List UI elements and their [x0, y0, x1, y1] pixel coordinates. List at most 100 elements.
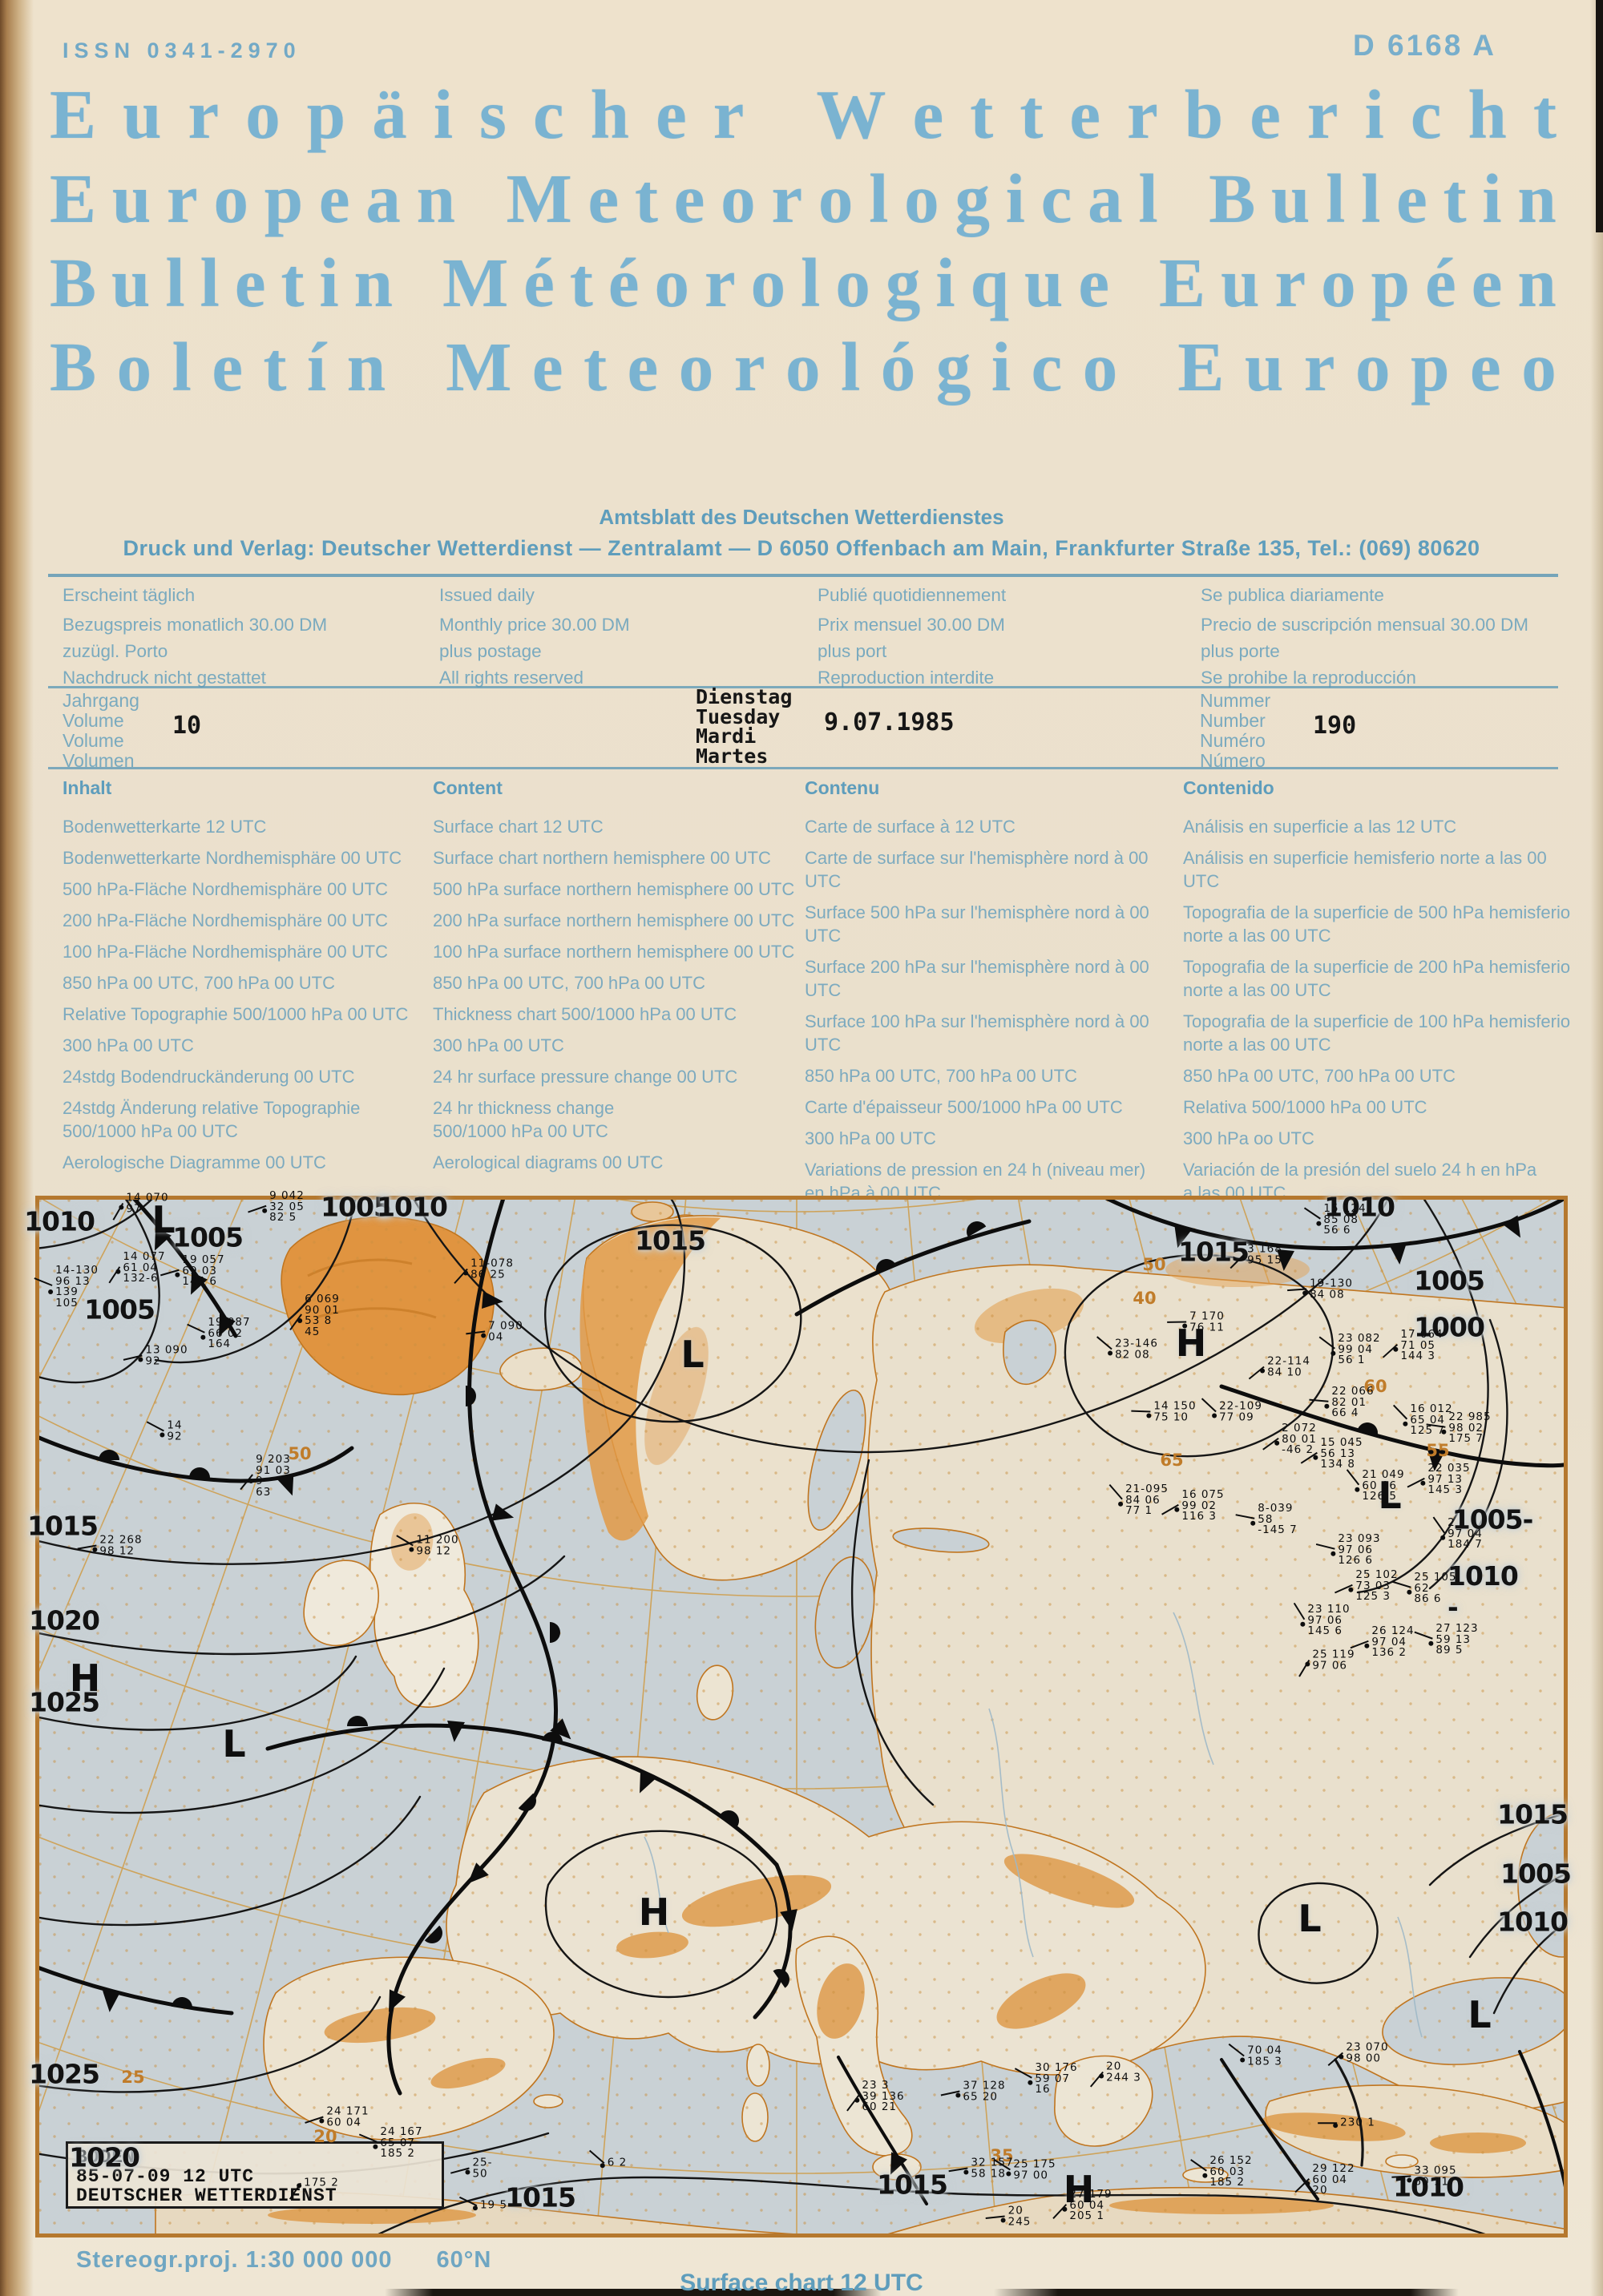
station-plot: 9 042 32 05 82 5 [248, 1190, 305, 1224]
station-plot: 32 157 58 18 [948, 2157, 1013, 2180]
wind-barb-icon [112, 1203, 124, 1221]
low-center-label: L [1378, 1474, 1402, 1517]
wind-barb-icon [146, 1421, 164, 1432]
wind-barb-icon [1298, 1660, 1310, 1677]
projection-text: Stereogr.proj. 1:30 000 000 [76, 2247, 393, 2273]
isobars [35, 1196, 1568, 2237]
station-dot-icon [1302, 1290, 1308, 1296]
station-plot: 29 122 60 04 20 [1294, 2163, 1355, 2197]
station-dot-icon [1182, 1323, 1188, 1329]
chart-id-box: BODEN 85-07-09 12 UTC DEUTSCHER WETTERDIEN… [66, 2141, 444, 2209]
contents-item: Topografia de la superficie de 100 hPa h… [1183, 1011, 1571, 1055]
isobar-label: 1005 [172, 1221, 244, 1253]
station-dot-icon [1006, 2171, 1011, 2177]
isobar-label: 1020 [69, 2141, 140, 2173]
contents-item: Thickness chart 500/1000 hPa 00 UTC [433, 1004, 737, 1024]
contents-item: Topografia de la superficie de 200 hPa h… [1183, 957, 1571, 1000]
station-dot-icon [1099, 2073, 1104, 2079]
station-plot: 23 082 99 04 56 1 [1318, 1333, 1380, 1366]
station-dot-icon [463, 1270, 469, 1276]
station-dot-icon [1240, 1256, 1246, 1261]
station-plot: 15 045 56 13 134 8 [1300, 1437, 1363, 1471]
graticule-label: 60 [1363, 1377, 1387, 1396]
number-labels: Nummer Number Numéro Número [1200, 691, 1270, 771]
station-dot-icon [200, 1335, 206, 1341]
station-dot-icon [1146, 1413, 1152, 1418]
station-plot: 27 123 59 13 89 5 [1414, 1623, 1478, 1656]
station-plot: 14 92 [146, 1420, 182, 1443]
station-dot-icon [465, 2169, 470, 2175]
wind-barb-icon [1235, 1514, 1255, 1519]
wind-barb-icon [1346, 1469, 1360, 1486]
wind-barb-icon [1201, 1398, 1217, 1413]
wind-barb-icon [458, 2196, 478, 2207]
station-dot-icon [1403, 1422, 1408, 1427]
info-line: Prix mensuel 30.00 DM [818, 615, 1005, 635]
contents-item: 850 hPa 00 UTC, 700 hPa 00 UTC [63, 973, 335, 993]
contents-item: 850 hPa 00 UTC, 700 hPa 00 UTC [805, 1066, 1077, 1086]
station-plot: 33 095 60 11 [1391, 2165, 1456, 2188]
contents-item: Surface 500 hPa sur l'hemisphère nord à … [805, 902, 1149, 946]
contents-column-header: Contenido [1183, 777, 1274, 798]
wind-barb-icon [34, 1277, 53, 1287]
wind-barb-icon [1089, 2071, 1104, 2088]
text-line: BODEN [76, 2147, 136, 2168]
station-plot: 22-109 77 09 [1201, 1398, 1262, 1423]
high-center-label: H [1175, 1322, 1207, 1365]
station-dot-icon [1348, 1588, 1354, 1593]
info-column: Erscheint täglich Bezugspreis monatlich 3… [63, 582, 439, 691]
contents-item: 200 hPa-Fläche Nordhemisphäre 00 UTC [63, 910, 388, 930]
graticule-label: 40 [1133, 1289, 1157, 1308]
wind-barb-icon [1432, 1516, 1445, 1534]
text-line: Dienstag [696, 685, 793, 708]
station-plot: 22 985 98 02 175 7 [1426, 1411, 1491, 1445]
high-center-label: H [69, 1656, 101, 1700]
low-center-label: L [680, 1333, 705, 1376]
contents-item: Topografia de la superficie de 500 hPa h… [1183, 902, 1571, 946]
station-dot-icon [1062, 2207, 1068, 2213]
station-plot: 25 119 97 06 [1298, 1649, 1355, 1677]
station-dot-icon [1330, 1351, 1336, 1357]
station-plot: 230 1 [1318, 2117, 1375, 2129]
station-dot-icon [1316, 1221, 1322, 1227]
station-dot-icon [1440, 1535, 1446, 1541]
station-dot-icon [262, 1209, 268, 1214]
station-dot-icon [48, 1289, 54, 1294]
latitude-text: 60°N [436, 2247, 492, 2273]
graticule-label: 55 [1426, 1441, 1450, 1460]
contents-item: Relative Topographie 500/1000 hPa 00 UTC [63, 1004, 409, 1024]
station-plot: 7 090 04 [466, 1321, 523, 1343]
contents-item: Bodenwetterkarte 12 UTC [63, 817, 267, 837]
station-plot: 25- 50 [450, 2157, 492, 2180]
station-plot: 21-095 84 06 77 1 [1108, 1483, 1169, 1517]
scan-bottom-shadow [0, 2289, 1603, 2296]
station-dot-icon [1364, 1644, 1370, 1649]
contents-item: Análisis en superficie hemisferio norte … [1183, 848, 1547, 891]
station-plot: 23 3 39 136 60 21 [846, 2080, 904, 2113]
station-dot-icon [1260, 1368, 1266, 1374]
contents-item: Relativa 500/1000 hPa 00 UTC [1183, 1097, 1427, 1117]
station-dot-icon [1324, 1404, 1330, 1410]
wind-barb-icon [1190, 2159, 1207, 2172]
wind-barb-icon [1318, 2122, 1338, 2125]
station-dot-icon [955, 2092, 961, 2098]
wind-barb-icon [1414, 1631, 1433, 1640]
station-plot: 70 04 185 3 [1228, 2044, 1282, 2068]
info-line: Publié quotidiennement [818, 585, 1007, 605]
map-border [35, 1196, 1568, 2237]
info-line: plus port [818, 641, 887, 661]
contents-grid: Inhalt Bodenwetterkarte 12 UTC Bodenwetter… [63, 777, 1573, 1298]
station-plot: 11-078 86 25 [454, 1258, 514, 1285]
wind-barb-icon [187, 1323, 205, 1334]
station-plot: 14-130 96 13 139 105 [34, 1265, 99, 1309]
station-dot-icon [175, 1273, 180, 1278]
text-line: Tuesday [696, 704, 781, 728]
weekday-lines: Dienstag Tuesday Mardi Martes [696, 685, 793, 766]
graticule-label: 65 [1160, 1451, 1184, 1470]
station-dot-icon [1300, 1622, 1306, 1628]
info-line: Se prohibe la reproducción [1201, 668, 1416, 688]
station-plot: 16 075 99 02 116 3 [1161, 1489, 1224, 1523]
station-dot-icon [1441, 1430, 1447, 1435]
